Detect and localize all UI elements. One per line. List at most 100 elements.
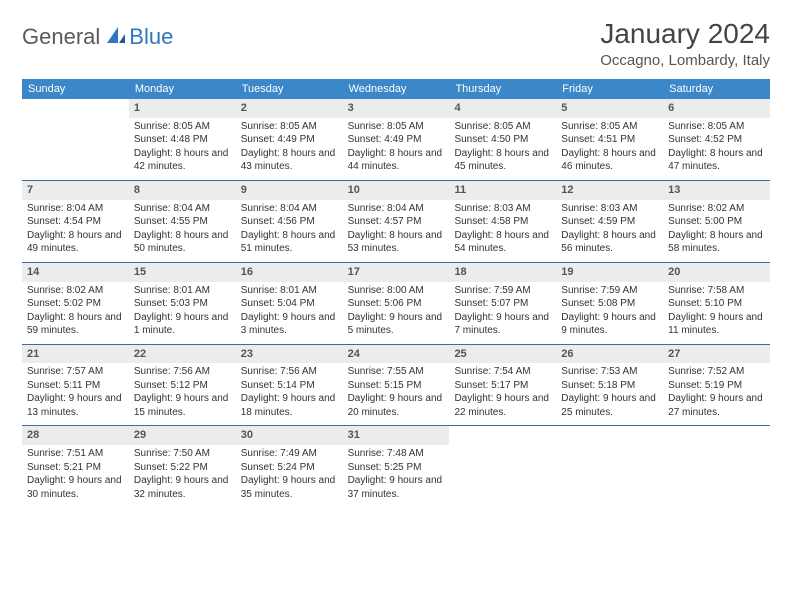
sunset-text: Sunset: 4:51 PM (561, 133, 658, 147)
sunrise-text: Sunrise: 8:02 AM (668, 202, 765, 216)
day-cell: 12Sunrise: 8:03 AMSunset: 4:59 PMDayligh… (556, 181, 663, 262)
day-cell: 9Sunrise: 8:04 AMSunset: 4:56 PMDaylight… (236, 181, 343, 262)
sunset-text: Sunset: 5:14 PM (241, 379, 338, 393)
day-number: 12 (556, 181, 663, 200)
title-block: January 2024 Occagno, Lombardy, Italy (600, 18, 770, 69)
sunrise-text: Sunrise: 8:03 AM (454, 202, 551, 216)
day-cell: 7Sunrise: 8:04 AMSunset: 4:54 PMDaylight… (22, 181, 129, 262)
daylight-text: Daylight: 9 hours and 27 minutes. (668, 392, 765, 419)
day-number: 7 (22, 181, 129, 200)
day-cell (449, 426, 556, 507)
sunset-text: Sunset: 5:19 PM (668, 379, 765, 393)
sunrise-text: Sunrise: 7:53 AM (561, 365, 658, 379)
day-content: Sunrise: 8:05 AMSunset: 4:48 PMDaylight:… (129, 118, 236, 180)
day-content: Sunrise: 7:59 AMSunset: 5:07 PMDaylight:… (449, 282, 556, 344)
week-row: 21Sunrise: 7:57 AMSunset: 5:11 PMDayligh… (22, 344, 770, 426)
day-cell: 8Sunrise: 8:04 AMSunset: 4:55 PMDaylight… (129, 181, 236, 262)
day-content: Sunrise: 7:58 AMSunset: 5:10 PMDaylight:… (663, 282, 770, 344)
logo: General Blue (22, 18, 173, 50)
daylight-text: Daylight: 9 hours and 7 minutes. (454, 311, 551, 338)
day-content: Sunrise: 7:53 AMSunset: 5:18 PMDaylight:… (556, 363, 663, 425)
day-cell: 31Sunrise: 7:48 AMSunset: 5:25 PMDayligh… (343, 426, 450, 507)
day-cell: 6Sunrise: 8:05 AMSunset: 4:52 PMDaylight… (663, 99, 770, 180)
daylight-text: Daylight: 9 hours and 25 minutes. (561, 392, 658, 419)
day-cell (556, 426, 663, 507)
sunrise-text: Sunrise: 7:52 AM (668, 365, 765, 379)
sunset-text: Sunset: 5:03 PM (134, 297, 231, 311)
sunrise-text: Sunrise: 8:01 AM (134, 284, 231, 298)
sunset-text: Sunset: 5:25 PM (348, 461, 445, 475)
sunrise-text: Sunrise: 8:05 AM (561, 120, 658, 134)
sunset-text: Sunset: 4:49 PM (348, 133, 445, 147)
sunrise-text: Sunrise: 8:00 AM (348, 284, 445, 298)
day-number: 20 (663, 263, 770, 282)
day-number: 10 (343, 181, 450, 200)
sunset-text: Sunset: 4:49 PM (241, 133, 338, 147)
daylight-text: Daylight: 9 hours and 3 minutes. (241, 311, 338, 338)
day-content: Sunrise: 7:48 AMSunset: 5:25 PMDaylight:… (343, 445, 450, 507)
sunset-text: Sunset: 4:52 PM (668, 133, 765, 147)
day-number: 1 (129, 99, 236, 118)
sunset-text: Sunset: 5:22 PM (134, 461, 231, 475)
day-number: 30 (236, 426, 343, 445)
day-cell (22, 99, 129, 180)
day-number: 9 (236, 181, 343, 200)
day-content: Sunrise: 8:05 AMSunset: 4:52 PMDaylight:… (663, 118, 770, 180)
day-number: 31 (343, 426, 450, 445)
week-row: 1Sunrise: 8:05 AMSunset: 4:48 PMDaylight… (22, 99, 770, 180)
sunset-text: Sunset: 5:17 PM (454, 379, 551, 393)
sunset-text: Sunset: 5:00 PM (668, 215, 765, 229)
sunset-text: Sunset: 4:57 PM (348, 215, 445, 229)
day-cell: 19Sunrise: 7:59 AMSunset: 5:08 PMDayligh… (556, 263, 663, 344)
day-header: Tuesday (236, 79, 343, 99)
day-content: Sunrise: 7:56 AMSunset: 5:12 PMDaylight:… (129, 363, 236, 425)
day-number: 28 (22, 426, 129, 445)
day-content: Sunrise: 7:49 AMSunset: 5:24 PMDaylight:… (236, 445, 343, 507)
day-header: Sunday (22, 79, 129, 99)
day-number: 13 (663, 181, 770, 200)
page-header: General Blue January 2024 Occagno, Lomba… (22, 18, 770, 69)
day-content: Sunrise: 7:50 AMSunset: 5:22 PMDaylight:… (129, 445, 236, 507)
sunrise-text: Sunrise: 7:56 AM (241, 365, 338, 379)
weeks-container: 1Sunrise: 8:05 AMSunset: 4:48 PMDaylight… (22, 99, 770, 507)
day-content: Sunrise: 7:54 AMSunset: 5:17 PMDaylight:… (449, 363, 556, 425)
day-content: Sunrise: 8:00 AMSunset: 5:06 PMDaylight:… (343, 282, 450, 344)
sunrise-text: Sunrise: 7:59 AM (561, 284, 658, 298)
day-cell: 18Sunrise: 7:59 AMSunset: 5:07 PMDayligh… (449, 263, 556, 344)
sunrise-text: Sunrise: 7:54 AM (454, 365, 551, 379)
daylight-text: Daylight: 9 hours and 22 minutes. (454, 392, 551, 419)
sunrise-text: Sunrise: 8:04 AM (241, 202, 338, 216)
page-title: January 2024 (600, 18, 770, 50)
logo-text-blue: Blue (129, 24, 173, 50)
day-cell: 24Sunrise: 7:55 AMSunset: 5:15 PMDayligh… (343, 345, 450, 426)
day-content: Sunrise: 8:04 AMSunset: 4:57 PMDaylight:… (343, 200, 450, 262)
daylight-text: Daylight: 9 hours and 18 minutes. (241, 392, 338, 419)
daylight-text: Daylight: 8 hours and 51 minutes. (241, 229, 338, 256)
day-number: 27 (663, 345, 770, 364)
sunrise-text: Sunrise: 7:58 AM (668, 284, 765, 298)
daylight-text: Daylight: 9 hours and 13 minutes. (27, 392, 124, 419)
sunrise-text: Sunrise: 8:04 AM (27, 202, 124, 216)
week-row: 7Sunrise: 8:04 AMSunset: 4:54 PMDaylight… (22, 180, 770, 262)
sunrise-text: Sunrise: 7:49 AM (241, 447, 338, 461)
sunset-text: Sunset: 5:21 PM (27, 461, 124, 475)
sunrise-text: Sunrise: 7:50 AM (134, 447, 231, 461)
day-content: Sunrise: 7:51 AMSunset: 5:21 PMDaylight:… (22, 445, 129, 507)
sunrise-text: Sunrise: 8:05 AM (668, 120, 765, 134)
day-number: 14 (22, 263, 129, 282)
day-number: 18 (449, 263, 556, 282)
daylight-text: Daylight: 8 hours and 58 minutes. (668, 229, 765, 256)
day-number: 4 (449, 99, 556, 118)
day-content: Sunrise: 7:59 AMSunset: 5:08 PMDaylight:… (556, 282, 663, 344)
daylight-text: Daylight: 8 hours and 43 minutes. (241, 147, 338, 174)
day-number: 3 (343, 99, 450, 118)
day-cell (663, 426, 770, 507)
sunrise-text: Sunrise: 8:03 AM (561, 202, 658, 216)
day-content: Sunrise: 8:05 AMSunset: 4:50 PMDaylight:… (449, 118, 556, 180)
sunset-text: Sunset: 5:18 PM (561, 379, 658, 393)
day-cell: 10Sunrise: 8:04 AMSunset: 4:57 PMDayligh… (343, 181, 450, 262)
day-cell: 22Sunrise: 7:56 AMSunset: 5:12 PMDayligh… (129, 345, 236, 426)
day-cell: 14Sunrise: 8:02 AMSunset: 5:02 PMDayligh… (22, 263, 129, 344)
day-cell: 16Sunrise: 8:01 AMSunset: 5:04 PMDayligh… (236, 263, 343, 344)
day-cell: 2Sunrise: 8:05 AMSunset: 4:49 PMDaylight… (236, 99, 343, 180)
